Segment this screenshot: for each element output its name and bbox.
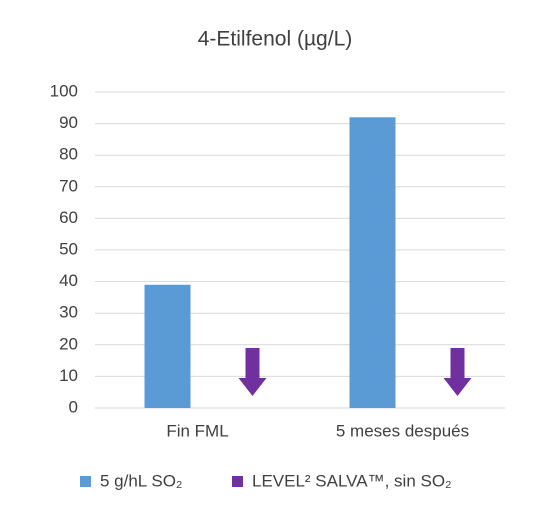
- x-tick-label: 5 meses después: [336, 421, 469, 440]
- x-tick-label: Fin FML: [166, 421, 228, 440]
- arrow-marker: [443, 347, 472, 396]
- y-tick-label: 100: [50, 81, 78, 100]
- y-tick-label: 80: [59, 145, 78, 164]
- legend-label: LEVEL² SALVA™, sin SO₂: [252, 471, 452, 490]
- legend-swatch: [80, 476, 91, 487]
- bar: [349, 117, 396, 408]
- y-tick-label: 50: [59, 239, 78, 258]
- y-tick-label: 40: [59, 271, 78, 290]
- y-tick-label: 30: [59, 303, 78, 322]
- y-tick-label: 10: [59, 366, 78, 385]
- arrow-marker: [238, 347, 267, 396]
- y-tick-label: 20: [59, 334, 78, 353]
- chart-title: 4-Etilfenol (µg/L): [198, 28, 353, 51]
- y-tick-label: 0: [69, 397, 78, 416]
- legend-swatch: [232, 476, 243, 487]
- y-tick-label: 60: [59, 208, 78, 227]
- legend-label: 5 g/hL SO₂: [100, 471, 183, 490]
- bar: [144, 284, 191, 408]
- y-tick-label: 70: [59, 176, 78, 195]
- y-tick-label: 90: [59, 113, 78, 132]
